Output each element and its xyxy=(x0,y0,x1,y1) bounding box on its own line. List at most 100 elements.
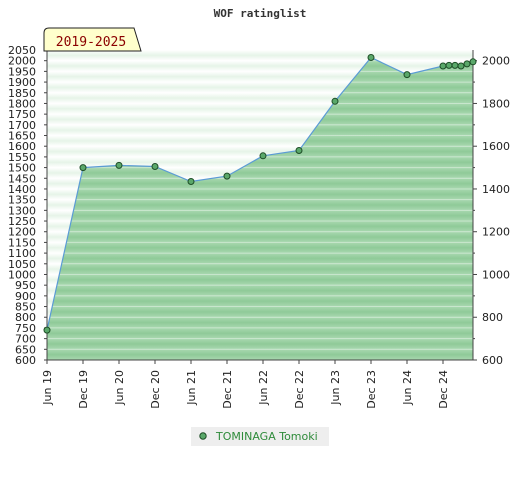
area-band xyxy=(47,167,473,179)
area-band xyxy=(47,188,473,200)
area-band xyxy=(47,263,473,275)
data-point xyxy=(115,161,123,169)
data-point xyxy=(439,62,447,70)
y-left-tick-label: 1500 xyxy=(8,162,36,175)
x-tick-label: Jun 22 xyxy=(257,370,270,406)
x-tick-label: Jun 24 xyxy=(401,370,414,406)
data-point xyxy=(223,172,231,180)
x-tick-label: Jun 21 xyxy=(185,370,198,406)
y-left-tick-label: 1650 xyxy=(8,130,36,143)
data-point xyxy=(187,178,195,185)
y-right-tick-label: 2000 xyxy=(482,55,510,68)
area-band xyxy=(47,349,473,360)
background-band xyxy=(47,146,473,157)
data-point xyxy=(331,97,339,105)
area-band xyxy=(47,199,473,211)
period-badge: 2019-2025 xyxy=(43,27,142,52)
y-left-tick-label: 850 xyxy=(15,301,36,314)
x-tick-label: Jun 23 xyxy=(329,370,342,406)
y-right-tick-label: 1000 xyxy=(482,268,510,281)
y-left-tick-label: 2000 xyxy=(8,55,36,68)
background-band xyxy=(47,135,473,147)
area-band xyxy=(47,156,473,168)
background-band xyxy=(47,124,473,136)
data-point xyxy=(445,61,453,69)
y-left-tick-label: 1850 xyxy=(8,87,36,100)
data-point xyxy=(151,163,159,170)
x-tick-label: Dec 24 xyxy=(437,370,450,409)
data-point xyxy=(43,326,51,334)
x-tick-label: Dec 21 xyxy=(221,370,234,409)
background-band xyxy=(47,114,473,125)
y-left-tick-label: 750 xyxy=(15,322,36,335)
y-right-tick-label: 800 xyxy=(482,311,503,324)
data-point xyxy=(451,61,459,69)
period-badge-text: 2019-2025 xyxy=(56,35,126,50)
area-band xyxy=(47,221,473,232)
period-badge-shape xyxy=(43,27,142,52)
x-tick-label: Jun 19 xyxy=(41,370,54,406)
y-right-tick-labels: 600 800 1000 1200 1400 1600 1800 2000 xyxy=(473,55,510,367)
background-band xyxy=(47,71,473,83)
y-left-tick-label: 2050 xyxy=(8,44,36,57)
y-left-tick-label: 1300 xyxy=(8,204,36,217)
chart-title: WOF ratinglist xyxy=(214,7,307,20)
y-right-tick-label: 1600 xyxy=(482,140,510,153)
background-band xyxy=(47,50,473,61)
area-band xyxy=(47,231,473,243)
area-band xyxy=(47,285,473,296)
axes xyxy=(46,50,474,361)
x-tick-label: Dec 19 xyxy=(77,370,90,409)
y-left-tick-label: 900 xyxy=(15,290,36,303)
data-point xyxy=(259,152,267,160)
area-band xyxy=(47,178,473,189)
area-band xyxy=(47,253,473,264)
y-right-tick-label: 1200 xyxy=(482,226,510,239)
background-band xyxy=(47,60,473,72)
data-point xyxy=(79,164,87,172)
y-left-tick-label: 1200 xyxy=(8,226,36,239)
data-point xyxy=(367,54,375,61)
y-right-tick-label: 600 xyxy=(482,354,503,367)
y-left-tick-label: 700 xyxy=(15,333,36,346)
y-left-tick-label: 1550 xyxy=(8,151,36,164)
y-left-tick-label: 1000 xyxy=(8,268,36,281)
area-band xyxy=(47,306,473,318)
data-point xyxy=(295,147,303,154)
area-band xyxy=(47,317,473,328)
y-left-tick-label: 1900 xyxy=(8,76,36,89)
background-band xyxy=(47,82,473,93)
y-left-tick-label: 1250 xyxy=(8,215,36,228)
y-left-tick-label: 1150 xyxy=(8,236,36,249)
y-left-tick-label: 1600 xyxy=(8,140,36,153)
y-left-tick-label: 1950 xyxy=(8,65,36,78)
legend-marker xyxy=(199,432,207,440)
y-left-tick-label: 1350 xyxy=(8,194,36,207)
area-band xyxy=(47,210,473,222)
x-tick-labels: Jun 19 Dec 19 Jun 20 Dec 20 Jun 21 Dec 21 Jun … xyxy=(41,360,450,409)
y-left-tick-label: 1800 xyxy=(8,97,36,110)
y-left-tick-label: 1400 xyxy=(8,183,36,196)
area-band xyxy=(47,327,473,339)
y-left-tick-label: 950 xyxy=(15,279,36,292)
y-right-tick-label: 1800 xyxy=(482,97,510,110)
y-right-tick-label: 1400 xyxy=(482,183,510,196)
area-band xyxy=(47,242,473,254)
legend: TOMINAGA Tomoki xyxy=(191,427,329,446)
y-left-tick-label: 1050 xyxy=(8,258,36,271)
x-tick-label: Jun 20 xyxy=(113,370,126,406)
area-band xyxy=(47,295,473,307)
data-point xyxy=(463,60,471,68)
x-tick-label: Dec 23 xyxy=(365,370,378,409)
legend-label: TOMINAGA Tomoki xyxy=(215,430,318,443)
y-left-tick-label: 650 xyxy=(15,343,36,356)
y-left-tick-label: 1700 xyxy=(8,119,36,132)
legend-box xyxy=(191,427,329,446)
y-left-tick-label: 600 xyxy=(15,354,36,367)
data-point xyxy=(457,62,465,70)
data-point xyxy=(469,58,477,66)
background-band xyxy=(47,103,473,115)
y-left-tick-label: 1100 xyxy=(8,247,36,260)
y-left-tick-label: 1750 xyxy=(8,108,36,121)
